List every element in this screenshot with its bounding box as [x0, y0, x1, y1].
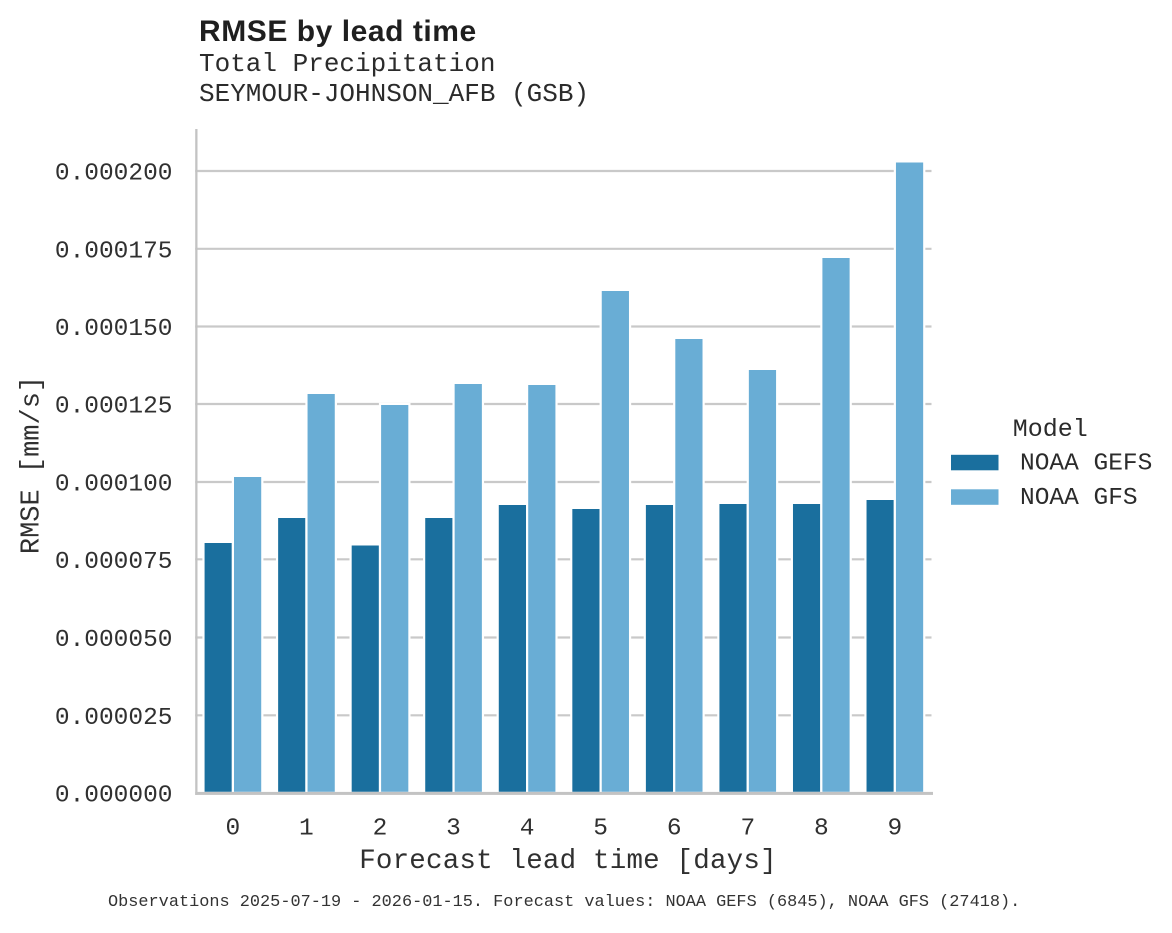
svg-text:8: 8 [814, 816, 829, 843]
svg-text:1: 1 [299, 816, 314, 843]
svg-text:0.000125: 0.000125 [55, 394, 173, 421]
svg-text:Total Precipitation: Total Precipitation [199, 49, 495, 79]
svg-text:7: 7 [740, 816, 755, 843]
svg-text:0: 0 [226, 816, 241, 843]
svg-text:0.000000: 0.000000 [55, 783, 173, 810]
svg-text:5: 5 [593, 816, 608, 843]
svg-text:RMSE by lead time: RMSE by lead time [199, 15, 477, 48]
svg-text:2: 2 [373, 816, 388, 843]
svg-text:RMSE [mm/s]: RMSE [mm/s] [18, 376, 48, 554]
svg-text:Forecast lead time [days]: Forecast lead time [days] [359, 846, 777, 877]
svg-text:Observations 2025-07-19 - 2026: Observations 2025-07-19 - 2026-01-15. Fo… [108, 893, 1020, 912]
svg-text:0.000075: 0.000075 [55, 549, 173, 576]
svg-text:4: 4 [520, 816, 535, 843]
svg-text:6: 6 [667, 816, 682, 843]
svg-text:SEYMOUR-JOHNSON_AFB (GSB): SEYMOUR-JOHNSON_AFB (GSB) [199, 79, 589, 109]
svg-text:0.000025: 0.000025 [55, 705, 173, 732]
svg-text:0.000050: 0.000050 [55, 627, 173, 654]
svg-text:0.000100: 0.000100 [55, 472, 173, 499]
svg-text:3: 3 [446, 816, 461, 843]
svg-text:NOAA GFS: NOAA GFS [1020, 485, 1138, 512]
svg-text:NOAA GEFS: NOAA GEFS [1020, 451, 1152, 478]
svg-text:0.000200: 0.000200 [55, 161, 173, 188]
svg-text:0.000175: 0.000175 [55, 238, 173, 265]
svg-text:Model: Model [1013, 415, 1088, 444]
svg-text:9: 9 [887, 816, 902, 843]
svg-text:0.000150: 0.000150 [55, 316, 173, 343]
